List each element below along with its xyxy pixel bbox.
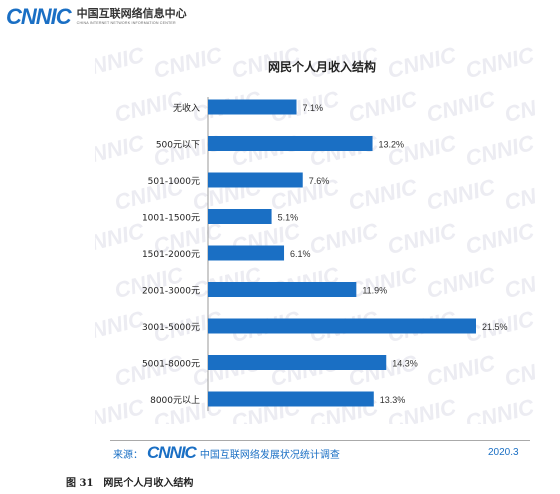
category-label: 1501-2000元 [142, 250, 200, 260]
category-label: 8000元以上 [150, 395, 200, 406]
source-org: 中国互联网络发展状况统计调查 [199, 449, 340, 461]
org-name-en: CHINA INTERNET NETWORK INFORMATION CENTE… [76, 21, 176, 25]
category-label: 2001-3000元 [142, 287, 200, 297]
bar [208, 318, 476, 334]
org-name-cn: 中国互联网络信息中心 [76, 7, 187, 20]
bar [208, 136, 373, 151]
bar [208, 99, 297, 115]
source-label: 来源： [113, 449, 143, 461]
header: CNNIC 中国互联网络信息中心 CHINA INTERNET NETWORK … [6, 4, 187, 30]
value-label: 5.1% [278, 213, 299, 223]
value-label: 6.1% [290, 249, 311, 259]
value-label: 7.6% [309, 176, 330, 186]
report-date: 2020.3 [488, 447, 519, 458]
value-label: 21.5% [482, 322, 508, 332]
value-label: 11.9% [362, 286, 387, 296]
category-label: 500元以下 [156, 141, 200, 151]
value-label: 14.3% [392, 359, 418, 369]
category-label: 无收入 [173, 102, 200, 114]
value-label: 13.3% [380, 395, 406, 405]
figure-number: 图 31 [66, 478, 94, 489]
bar [208, 282, 357, 297]
category-label: 3001-5000元 [142, 323, 200, 333]
source: 来源： CNNIC 中国互联网络发展状况统计调查 [113, 443, 340, 463]
category-label: 1001-1500元 [142, 214, 200, 224]
bar [208, 391, 374, 407]
source-divider [110, 440, 530, 441]
bar [208, 172, 303, 188]
chart-title: 网民个人月收入结构 [268, 59, 376, 74]
figure-caption: 图 31 网民个人月收入结构 [66, 474, 193, 489]
bar [208, 355, 387, 370]
bar [208, 209, 272, 224]
org-name: 中国互联网络信息中心 CHINA INTERNET NETWORK INFORM… [77, 8, 187, 26]
category-label: 501-1000元 [148, 177, 200, 187]
category-label: 5001-8000元 [142, 360, 200, 370]
bar [208, 245, 285, 261]
value-label: 13.2% [379, 140, 405, 150]
cnnic-logo: CNNIC [6, 4, 72, 29]
value-label: 7.1% [303, 103, 324, 113]
source-logo: CNNIC [147, 443, 197, 462]
figure-title: 网民个人月收入结构 [103, 478, 194, 489]
